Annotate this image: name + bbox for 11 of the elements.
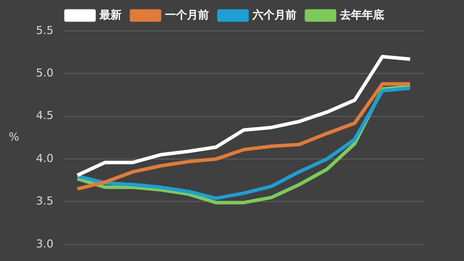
y-tick-label: 3.0 (36, 237, 54, 250)
y-tick-label: 5.0 (36, 66, 54, 80)
y-tick-label: 5.5 (36, 24, 54, 37)
y-tick-label: 4.5 (36, 109, 54, 122)
legend-label: 六个月前 (252, 8, 296, 22)
y-tick-label: 4.0 (36, 152, 54, 165)
legend-label: 最新 (98, 8, 122, 22)
legend-label: 去年年底 (339, 8, 384, 22)
y-tick-label: 3.5 (36, 194, 54, 208)
legend-label: 一个月前 (165, 8, 209, 22)
y-axis-title: % (8, 130, 20, 144)
